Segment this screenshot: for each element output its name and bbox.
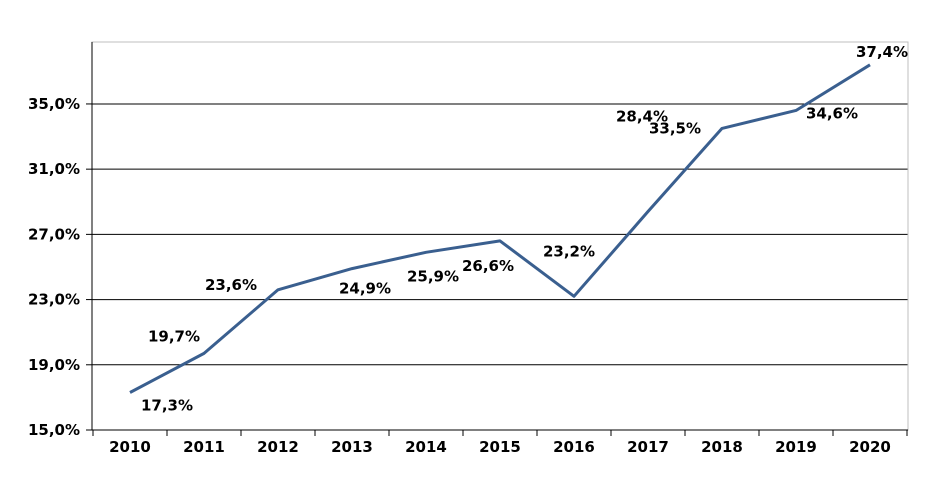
x-tick-label: 2014 (405, 438, 447, 456)
gridlines (92, 103, 908, 366)
data-label: 19,7% (148, 327, 200, 345)
x-tick-label: 2015 (479, 438, 521, 456)
y-tick-labels: 15,0% 19,0% 23,0% 27,0% 31,0% 35,0% (28, 95, 80, 439)
x-tick-label: 2010 (109, 438, 151, 456)
data-label: 24,9% (339, 280, 391, 298)
data-label: 23,6% (205, 276, 257, 294)
y-tick-label: 19,0% (28, 356, 80, 374)
x-tick-label: 2018 (701, 438, 743, 456)
data-labels: 17,3% 19,7% 23,6% 24,9% 25,9%26,6% 23,2% 28,4%… (141, 43, 908, 415)
data-label: 17,3% (141, 397, 193, 415)
y-tick-label: 31,0% (28, 160, 80, 178)
y-tick-label: 23,0% (28, 291, 80, 309)
x-tick-label: 2019 (775, 438, 817, 456)
data-label: 34,6% (806, 104, 858, 122)
axes (86, 42, 908, 436)
data-label: 23,2% (543, 242, 595, 260)
y-tick-label: 35,0% (28, 95, 80, 113)
x-tick-label: 2017 (627, 438, 669, 456)
series-line (129, 63, 871, 394)
x-tick-label: 2016 (553, 438, 595, 456)
x-tick-label: 2011 (183, 438, 225, 456)
data-label: 37,4% (856, 43, 908, 61)
x-tick-label: 2020 (849, 438, 891, 456)
x-tick-labels: 2010 2011 2012 2013 2014 2015 2016 2017 2018 2019… (109, 438, 891, 456)
data-label: 25,9% (407, 267, 459, 285)
data-label: 26,6% (462, 257, 514, 275)
y-tick-label: 27,0% (28, 225, 80, 243)
x-tick-label: 2013 (331, 438, 373, 456)
y-tick-label: 15,0% (28, 421, 80, 439)
data-label: 33,5% (649, 119, 701, 137)
plot-frame (91, 41, 909, 431)
data-label: 28,4% (616, 108, 668, 126)
x-tick-label: 2012 (257, 438, 299, 456)
